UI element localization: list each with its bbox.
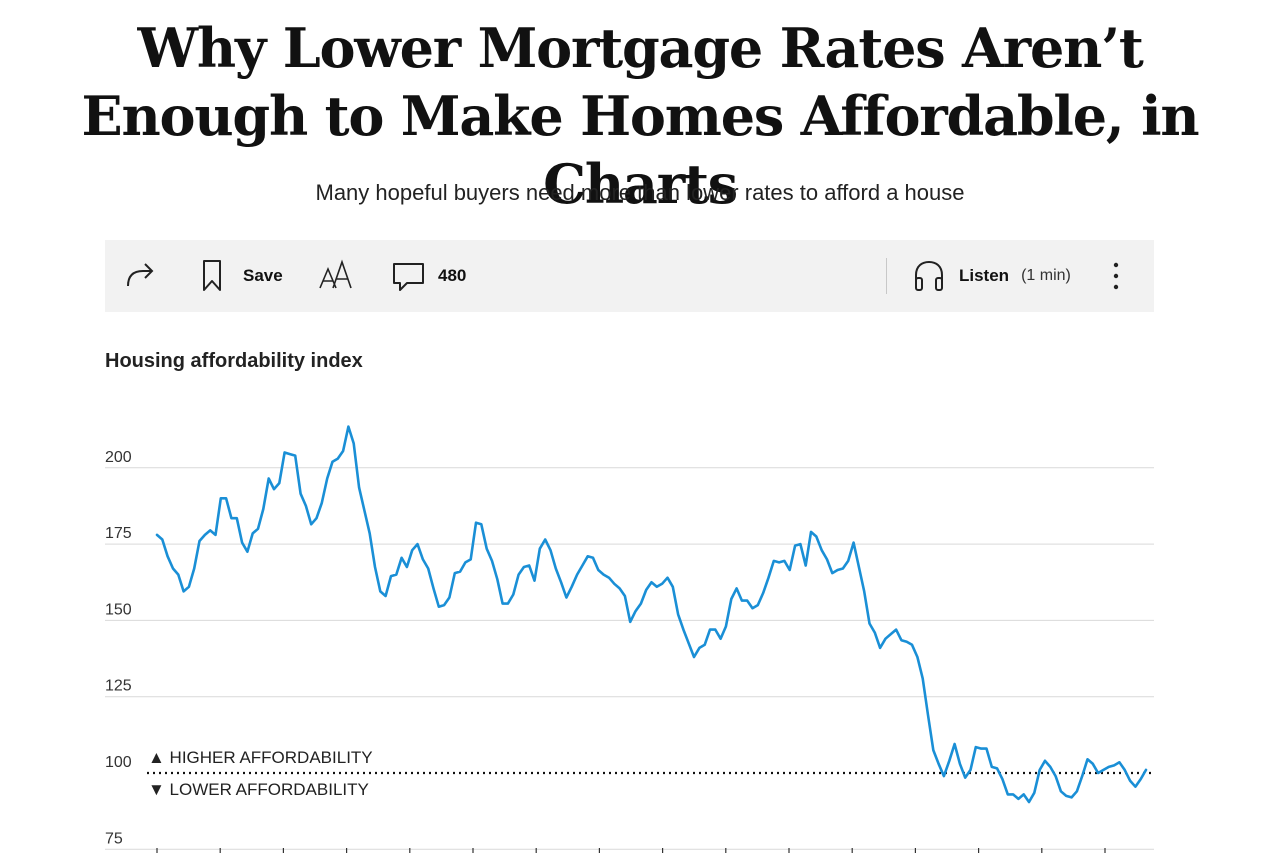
- share-icon: [127, 263, 154, 287]
- y-tick-label-125: 125: [105, 678, 132, 695]
- article-toolbar: Save 480 Listen (1 min): [105, 240, 1154, 312]
- toolbar-divider: [886, 258, 887, 294]
- chart-title: Housing affordability index: [105, 350, 363, 372]
- subheadline: Many hopeful buyers need more than lower…: [315, 180, 965, 205]
- save-label: Save: [243, 266, 283, 285]
- listen-duration: (1 min): [1021, 267, 1071, 284]
- more-button[interactable]: [1108, 240, 1124, 312]
- text-size-button[interactable]: [318, 240, 356, 312]
- headphones-icon: [915, 260, 943, 291]
- headline: Why Lower Mortgage Rates Aren’t Enough t…: [81, 16, 1200, 216]
- higher-affordability-label: ▲ HIGHER AFFORDABILITY: [148, 748, 373, 767]
- listen-label: Listen: [959, 266, 1010, 285]
- lower-affordability-label: ▼ LOWER AFFORDABILITY: [148, 780, 369, 799]
- y-tick-label-200: 200: [105, 449, 132, 466]
- text-size-icon: [319, 259, 352, 289]
- affordability-chart: 75 100 125 150 175 200 ▲ HIGHER AFFORDABILITY…: [105, 425, 1154, 853]
- y-tick-label-100: 100: [105, 754, 132, 771]
- y-tick-label-175: 175: [105, 525, 132, 542]
- comment-count: 480: [438, 266, 467, 285]
- y-tick-label-75: 75: [105, 830, 123, 847]
- y-tick-label-150: 150: [105, 601, 132, 618]
- more-icon: [1113, 262, 1119, 290]
- comment-icon: [393, 263, 424, 291]
- share-button[interactable]: [123, 240, 159, 312]
- affordability-series-line: [155, 425, 1148, 804]
- comments-button[interactable]: 480: [392, 240, 466, 312]
- x-tick-layer: [156, 848, 1106, 853]
- save-button[interactable]: Save: [201, 240, 283, 312]
- bookmark-icon: [203, 260, 221, 291]
- listen-button[interactable]: Listen (1 min): [913, 240, 1071, 312]
